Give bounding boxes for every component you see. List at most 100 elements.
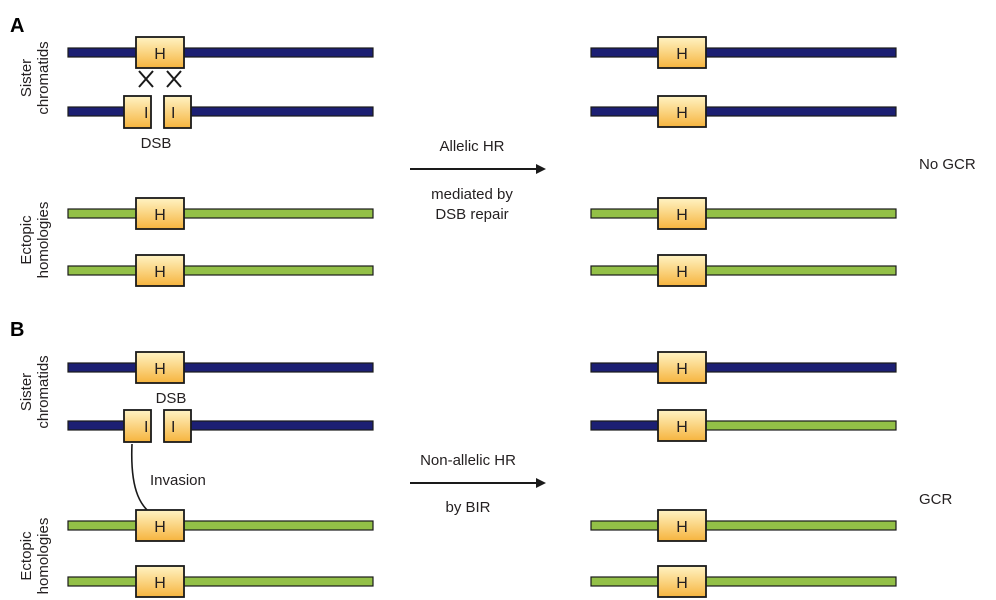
panel-a-left-sister-1: H (67, 36, 374, 69)
svg-text:Ectopic: Ectopic (18, 531, 35, 581)
homology-bar (67, 576, 374, 587)
chromatid-bar (67, 47, 374, 58)
panel-a-letter: A (10, 15, 24, 37)
homology-box-broken-right (163, 95, 192, 129)
homology-label: H (154, 264, 166, 281)
panel-a-left-sister-2-broken: I I (67, 95, 374, 129)
panel-b-sister-label: Sister chromatids (18, 355, 52, 428)
chromatid-bar-left (67, 420, 127, 431)
homology-label: H (154, 519, 166, 536)
panel-a-outcome: No GCR (919, 156, 976, 173)
homology-box (657, 36, 707, 69)
homology-label: H (154, 46, 166, 63)
chromatid-bar-blue-part (590, 420, 662, 431)
homology-label: H (676, 575, 688, 592)
chromatid-bar-left (67, 106, 127, 117)
panel-b-dsb-label: DSB (156, 390, 187, 407)
homology-label: H (154, 361, 166, 378)
svg-text:homologies: homologies (35, 202, 52, 279)
homology-box (657, 409, 707, 442)
homology-label-fragment-left: I (144, 105, 148, 122)
homology-label: H (676, 105, 688, 122)
chromatid-bar (67, 362, 374, 373)
panel-b-left-ectopic-1: H (67, 509, 374, 542)
panel-b-right-ectopic-2: H (590, 565, 897, 598)
panel-a-arrow-label-bottom-1: mediated by (431, 186, 513, 203)
homology-box (135, 565, 185, 598)
panel-b-invasion-label: Invasion (150, 472, 206, 489)
homology-label: H (676, 207, 688, 224)
panel-a-dsb-label: DSB (141, 135, 172, 152)
panel-b-arrow-label-bottom-1: by BIR (445, 499, 490, 516)
homology-bar (590, 520, 897, 531)
crossover-x-left (138, 70, 154, 88)
chromatid-bar (590, 362, 897, 373)
chromatid-bar-green-part (699, 420, 897, 431)
panel-b-letter: B (10, 319, 24, 341)
homology-box (657, 351, 707, 384)
homology-box (657, 95, 707, 128)
homology-label-fragment-right: I (171, 105, 175, 122)
homology-label: H (676, 46, 688, 63)
svg-text:Sister: Sister (18, 59, 35, 97)
chromatid-bar (590, 47, 897, 58)
panel-a-arrow-group: Allelic HR mediated by DSB repair (410, 138, 546, 223)
homology-label: H (676, 419, 688, 436)
panel-b-left-sister-1: H (67, 351, 374, 384)
panel-b-arrow-label-top: Non-allelic HR (420, 452, 516, 469)
homology-bar (590, 208, 897, 219)
homology-box-broken-left (123, 95, 152, 129)
svg-text:Ectopic: Ectopic (18, 215, 35, 265)
panel-a-arrow-label-top: Allelic HR (439, 138, 504, 155)
homology-box-broken-left (123, 409, 152, 443)
svg-text:Sister: Sister (18, 373, 35, 411)
panel-a-arrow-label-bottom-2: DSB repair (435, 206, 508, 223)
panel-a-right-sister-1: H (590, 36, 897, 69)
panel-b-left-sister-2-broken: I I (67, 409, 374, 443)
panel-b-arrow-group: Non-allelic HR by BIR (410, 452, 546, 516)
chromatid-bar (590, 106, 897, 117)
homology-box (657, 254, 707, 287)
homology-box (657, 565, 707, 598)
panel-a-ectopic-label: Ectopic homologies (18, 202, 52, 279)
homology-box (135, 509, 185, 542)
svg-text:homologies: homologies (35, 518, 52, 595)
panel-a-crossover-marks (138, 70, 182, 88)
homology-label: H (154, 207, 166, 224)
chromatid-bar-right (189, 106, 374, 117)
homology-label: H (676, 519, 688, 536)
homology-bar (67, 208, 374, 219)
panel-b-right-sister-2-recombinant: H (590, 409, 897, 442)
homology-label: H (676, 361, 688, 378)
panel-a-right-sister-2: H (590, 95, 897, 128)
panel-a-sister-label: Sister chromatids (18, 41, 52, 114)
crossover-x-right (166, 70, 182, 88)
homology-bar (590, 576, 897, 587)
panel-b-ectopic-label: Ectopic homologies (18, 518, 52, 595)
panel-b-outcome: GCR (919, 491, 953, 508)
homology-label: H (676, 264, 688, 281)
homology-box (657, 197, 707, 230)
homology-box (135, 36, 185, 69)
panel-a-right-ectopic-1: H (590, 197, 897, 230)
homology-box (135, 254, 185, 287)
homology-bar (67, 520, 374, 531)
homology-label: H (154, 575, 166, 592)
panel-a-right-ectopic-2: H (590, 254, 897, 287)
homology-label-fragment-right: I (171, 419, 175, 436)
svg-text:chromatids: chromatids (35, 355, 52, 428)
panel-b-right-ectopic-1: H (590, 509, 897, 542)
panel-a-left-ectopic-1: H (67, 197, 374, 230)
homology-box-broken-right (163, 409, 192, 443)
svg-text:chromatids: chromatids (35, 41, 52, 114)
homology-box (657, 509, 707, 542)
homology-bar (67, 265, 374, 276)
panel-a-left-ectopic-2: H (67, 254, 374, 287)
chromatid-bar-right (189, 420, 374, 431)
panel-b-right-sister-1: H (590, 351, 897, 384)
homology-box (135, 351, 185, 384)
homology-box (135, 197, 185, 230)
homology-bar (590, 265, 897, 276)
homology-label-fragment-left: I (144, 419, 148, 436)
